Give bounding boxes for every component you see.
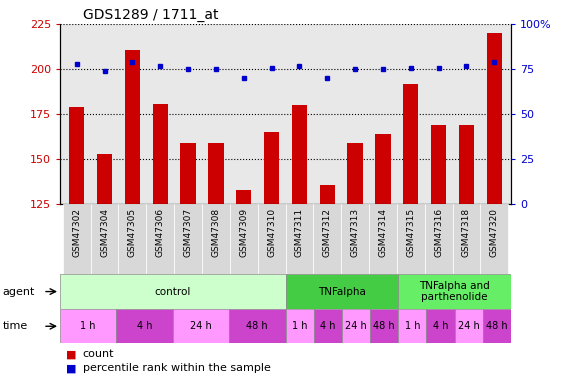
Bar [399, 309, 427, 343]
Bar [375, 134, 391, 204]
Text: GSM47302: GSM47302 [72, 208, 81, 257]
Bar [69, 107, 85, 204]
Text: 24 h: 24 h [345, 321, 367, 331]
Text: percentile rank within the sample: percentile rank within the sample [83, 363, 271, 373]
Bar [173, 309, 229, 343]
Text: GSM47304: GSM47304 [100, 208, 109, 257]
Text: ■: ■ [66, 363, 76, 373]
Bar [455, 309, 483, 343]
Bar [208, 143, 223, 204]
Text: 48 h: 48 h [486, 321, 508, 331]
Bar [152, 104, 168, 204]
Text: 24 h: 24 h [190, 321, 212, 331]
Bar [97, 154, 112, 204]
Text: GSM47318: GSM47318 [462, 208, 471, 257]
Text: 48 h: 48 h [247, 321, 268, 331]
Bar [486, 33, 502, 204]
Text: GSM47308: GSM47308 [211, 208, 220, 257]
Bar [292, 105, 307, 204]
Bar [483, 309, 511, 343]
Text: GSM47310: GSM47310 [267, 208, 276, 257]
Bar [60, 274, 286, 309]
Text: GSM47313: GSM47313 [351, 208, 360, 257]
Text: control: control [155, 286, 191, 297]
Text: GSM47316: GSM47316 [434, 208, 443, 257]
Text: 4 h: 4 h [433, 321, 448, 331]
Bar [453, 204, 480, 274]
Bar [230, 204, 258, 274]
Text: GSM47306: GSM47306 [156, 208, 164, 257]
Bar [236, 190, 251, 204]
Text: GSM47312: GSM47312 [323, 208, 332, 257]
Bar [397, 204, 425, 274]
Text: GSM47309: GSM47309 [239, 208, 248, 257]
Text: GSM47305: GSM47305 [128, 208, 137, 257]
Bar [348, 143, 363, 204]
Bar [202, 204, 230, 274]
Text: agent: agent [3, 286, 35, 297]
Bar [370, 309, 399, 343]
Text: GSM47320: GSM47320 [490, 208, 499, 257]
Bar [118, 204, 146, 274]
Text: 24 h: 24 h [458, 321, 480, 331]
Text: count: count [83, 350, 114, 359]
Bar [403, 84, 419, 204]
Bar [116, 309, 173, 343]
Bar [480, 204, 508, 274]
Bar [459, 125, 474, 204]
Text: GSM47307: GSM47307 [183, 208, 192, 257]
Bar [431, 125, 447, 204]
Text: ■: ■ [66, 350, 76, 359]
Bar [229, 309, 286, 343]
Bar [174, 204, 202, 274]
Bar [313, 309, 342, 343]
Text: TNFalpha: TNFalpha [318, 286, 366, 297]
Bar [180, 143, 196, 204]
Bar [425, 204, 453, 274]
Bar [63, 204, 91, 274]
Bar [286, 204, 313, 274]
Bar [313, 204, 341, 274]
Text: GSM47311: GSM47311 [295, 208, 304, 257]
Bar [342, 309, 370, 343]
Bar [146, 204, 174, 274]
Text: 1 h: 1 h [292, 321, 307, 331]
Text: GSM47315: GSM47315 [407, 208, 415, 257]
Bar [369, 204, 397, 274]
Bar [399, 274, 511, 309]
Text: 48 h: 48 h [373, 321, 395, 331]
Text: GSM47314: GSM47314 [379, 208, 388, 257]
Text: time: time [3, 321, 28, 331]
Text: TNFalpha and
parthenolide: TNFalpha and parthenolide [419, 281, 490, 302]
Text: 4 h: 4 h [320, 321, 336, 331]
Bar [91, 204, 118, 274]
Text: 1 h: 1 h [81, 321, 96, 331]
Bar [341, 204, 369, 274]
Bar [286, 309, 313, 343]
Bar [258, 204, 286, 274]
Bar [264, 132, 279, 204]
Text: 4 h: 4 h [137, 321, 152, 331]
Bar [60, 309, 116, 343]
Bar [286, 274, 399, 309]
Bar [320, 184, 335, 204]
Bar [124, 50, 140, 204]
Text: 1 h: 1 h [405, 321, 420, 331]
Text: GDS1289 / 1711_at: GDS1289 / 1711_at [83, 8, 218, 22]
Bar [427, 309, 455, 343]
